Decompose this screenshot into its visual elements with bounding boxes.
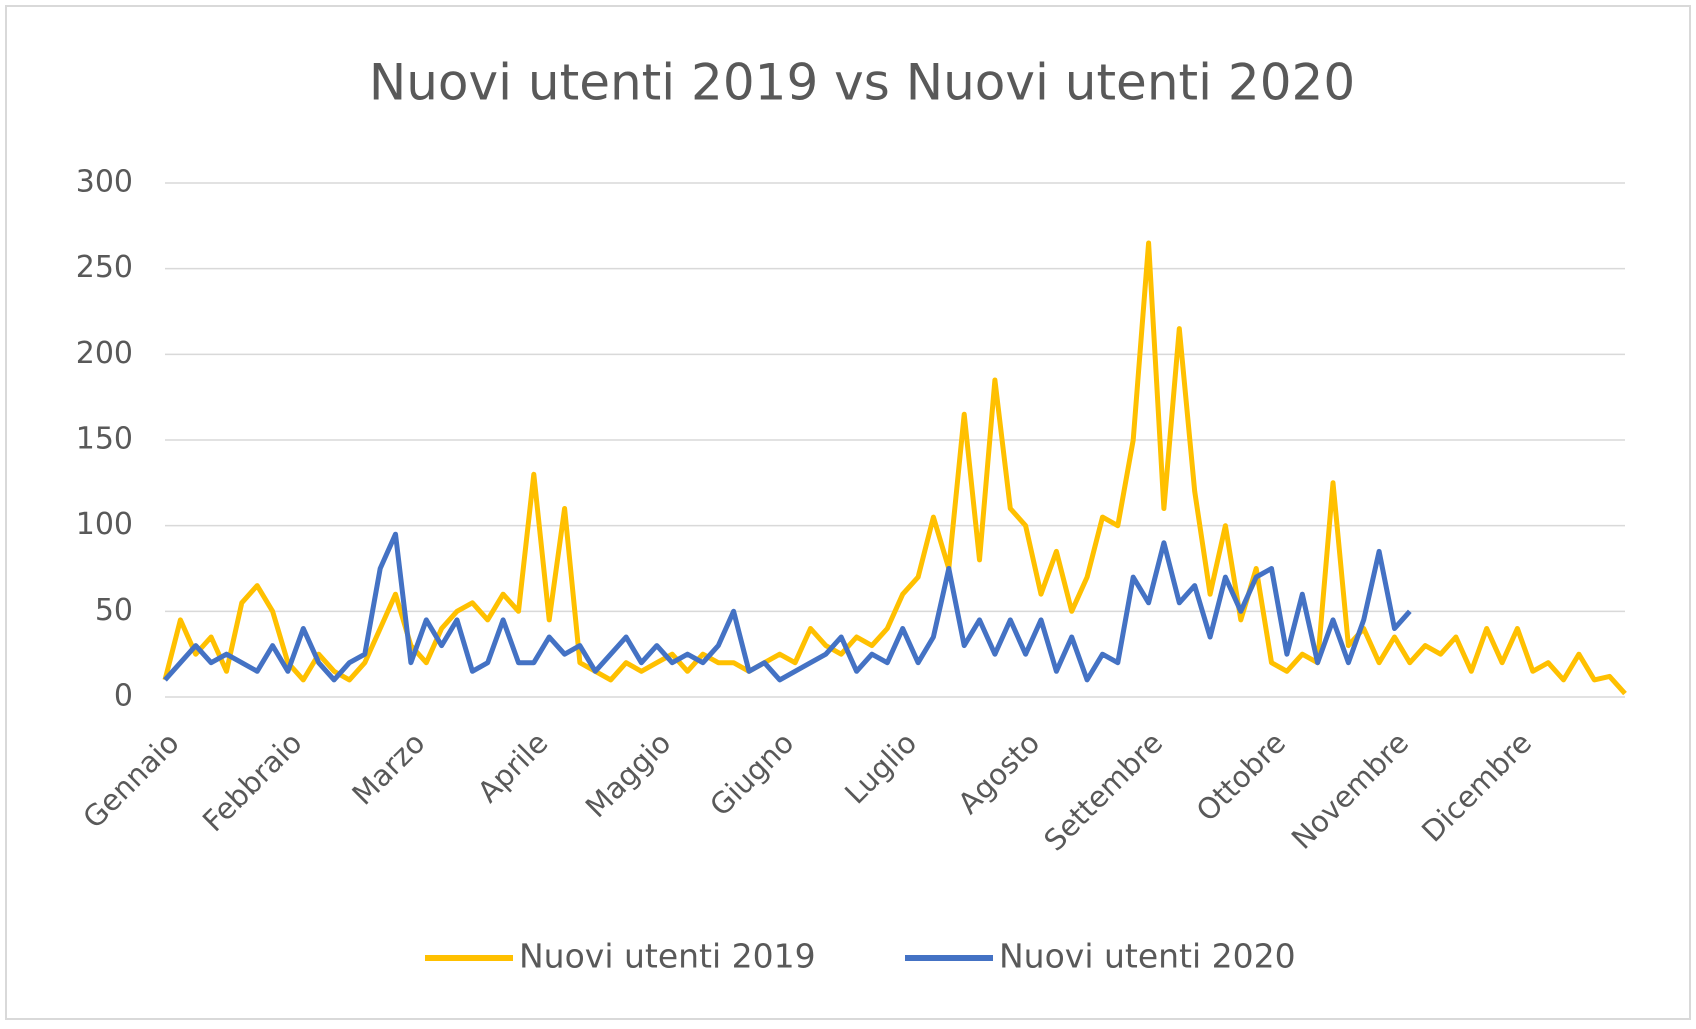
- y-tick-label: 150: [76, 422, 133, 457]
- y-tick-label: 100: [76, 507, 133, 542]
- series-line: [163, 531, 1412, 683]
- chart-title: Nuovi utenti 2019 vs Nuovi utenti 2020: [369, 54, 1355, 112]
- legend-label: Nuovi utenti 2020: [999, 937, 1296, 976]
- y-tick-label: 50: [95, 593, 133, 628]
- legend-label: Nuovi utenti 2019: [519, 937, 816, 976]
- y-tick-label: 250: [76, 250, 133, 285]
- y-tick-label: 200: [76, 336, 133, 371]
- chart-frame: [5, 5, 1691, 1020]
- y-tick-label: 0: [114, 679, 133, 714]
- y-tick-label: 300: [76, 165, 133, 200]
